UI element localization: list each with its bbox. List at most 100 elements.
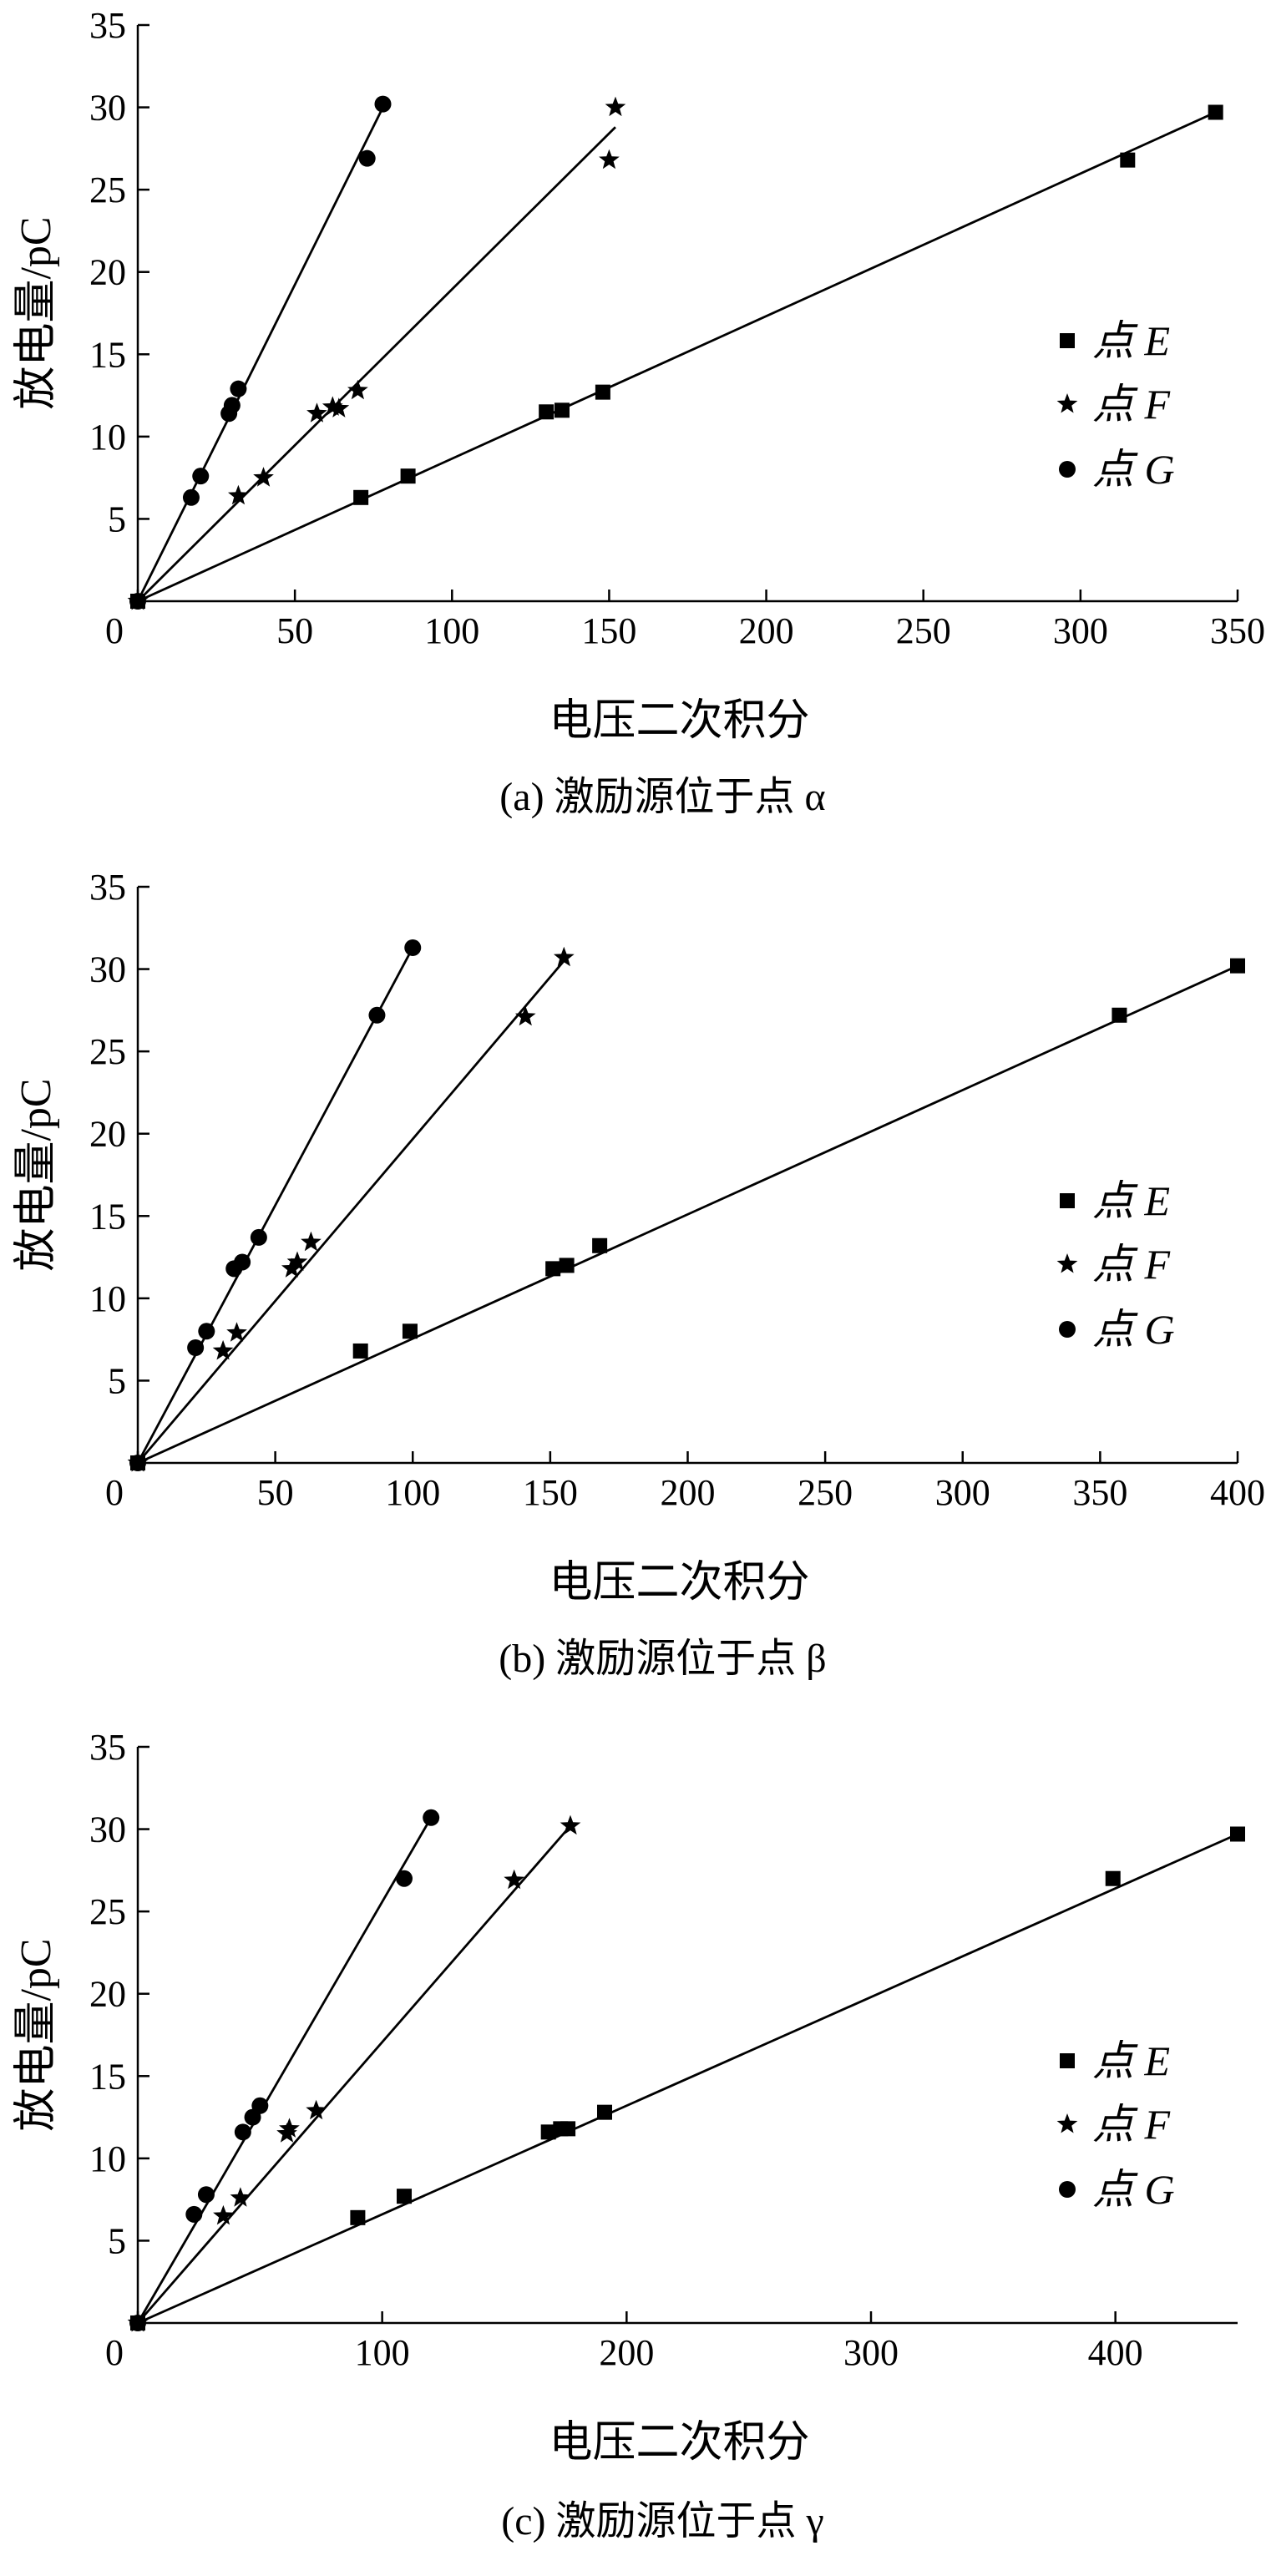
legend-label: 点 E (1092, 1177, 1170, 1224)
series-square (130, 1826, 1245, 2331)
data-point-square (1120, 152, 1136, 168)
fit-line (137, 1833, 1238, 2325)
y-axis-label: 放电量/pC (13, 1078, 60, 1271)
data-point-square (1208, 104, 1223, 120)
data-point-star (212, 1339, 234, 1360)
legend-label: 点 G (1092, 1306, 1175, 1353)
legend-label: 点 G (1092, 446, 1175, 493)
data-point-square (397, 2189, 413, 2204)
data-point-circle (187, 1339, 205, 1356)
legend-marker-star (1056, 1253, 1078, 1273)
chart-panel-1: 0 50 100 150 200 250 300 350 5 10 15 20 25 30 35 电压二次积分… (13, 5, 1265, 819)
series-circle (129, 1809, 440, 2331)
data-point-square (1230, 1826, 1245, 1842)
data-point-circle (129, 2315, 146, 2331)
legend-marker-circle (1059, 2181, 1076, 2198)
data-point-square (560, 2121, 576, 2137)
x-tick-label: 50 (257, 1472, 294, 1513)
data-point-circle (198, 1323, 215, 1340)
data-point-circle (368, 1006, 386, 1024)
x-axis-label: 电压二次积分 (549, 697, 809, 745)
data-point-circle (192, 468, 210, 485)
data-point-star (328, 397, 350, 418)
data-point-star (306, 402, 327, 423)
y-tick-label: 30 (89, 949, 126, 990)
data-point-square (1105, 1870, 1121, 1886)
legend-marker-square (1060, 2053, 1075, 2068)
legend-marker-square (1060, 1193, 1075, 1208)
data-point-star (281, 1258, 302, 1278)
data-point-square (539, 404, 555, 420)
data-point-square (400, 468, 416, 484)
y-tick-label: 20 (89, 1974, 126, 2015)
data-point-star (347, 379, 368, 400)
data-point-circle (185, 2205, 203, 2223)
y-tick-label: 20 (89, 1114, 126, 1155)
x-tick-label: 350 (1072, 1472, 1127, 1513)
data-point-star (306, 2099, 327, 2120)
data-point-square (353, 489, 369, 505)
y-tick-label: 10 (89, 2138, 126, 2179)
panel-caption: (a) 激励源位于点 α (499, 775, 825, 819)
legend-label: 点 F (1092, 1241, 1171, 1288)
data-point-square (402, 1323, 418, 1339)
series-star (127, 946, 575, 1472)
y-axis-label: 放电量/pC (13, 1938, 60, 2131)
legend-label: 点 E (1092, 317, 1170, 364)
y-tick-label: 30 (89, 88, 126, 129)
series-star (127, 1814, 581, 2332)
x-tick-label: 200 (739, 610, 794, 651)
y-tick-label: 5 (108, 498, 126, 539)
y-tick-label: 5 (108, 2220, 126, 2261)
data-point-square (545, 1261, 561, 1277)
data-point-star (253, 467, 274, 487)
y-tick-label: 5 (108, 1360, 126, 1401)
data-point-circle (129, 593, 146, 610)
y-tick-label: 25 (89, 1031, 126, 1072)
legend-label: 点 F (1092, 381, 1171, 428)
legend-marker-star (1056, 2113, 1078, 2133)
fit-line (137, 111, 1217, 603)
fit-line (136, 947, 414, 1464)
data-point-square (592, 1237, 608, 1253)
data-point-square (595, 384, 610, 400)
legend-label: 点 F (1092, 2101, 1171, 2148)
data-point-square (596, 2104, 612, 2120)
series-circle (129, 939, 422, 1471)
x-tick-label: 50 (276, 610, 313, 651)
fit-line (137, 964, 1238, 1465)
legend-marker-star (1056, 393, 1078, 413)
data-point-circle (182, 488, 200, 506)
data-point-square (1112, 1007, 1127, 1023)
x-tick-label: 100 (355, 2332, 410, 2373)
data-point-star (560, 1814, 581, 1835)
data-point-star (286, 1251, 308, 1271)
x-tick-label: 300 (1053, 610, 1108, 651)
x-tick-label: 300 (843, 2332, 899, 2373)
x-tick-label: 0 (105, 1472, 124, 1513)
x-axis-label: 电压二次积分 (549, 2419, 809, 2467)
fit-line (137, 126, 616, 602)
x-tick-label: 400 (1210, 1472, 1265, 1513)
y-tick-label: 25 (89, 1891, 126, 1932)
x-axis-label: 电压二次积分 (549, 1559, 809, 1607)
data-point-circle (129, 1455, 146, 1471)
data-point-circle (234, 2123, 251, 2141)
data-point-star (301, 1231, 322, 1252)
x-tick-label: 250 (896, 610, 951, 651)
series-square (130, 104, 1223, 609)
data-point-star (514, 1005, 536, 1026)
y-tick-label: 35 (89, 1727, 126, 1768)
series-star (127, 96, 626, 610)
data-point-square (352, 1343, 368, 1359)
y-tick-label: 15 (89, 334, 126, 375)
data-point-square (1230, 958, 1245, 974)
data-point-circle (250, 1228, 267, 1246)
x-tick-label: 100 (385, 1472, 440, 1513)
x-tick-label: 200 (661, 1472, 716, 1513)
data-point-star (599, 149, 620, 170)
y-tick-label: 15 (89, 2056, 126, 2097)
y-tick-label: 10 (89, 1278, 126, 1319)
data-point-star (213, 2204, 234, 2225)
